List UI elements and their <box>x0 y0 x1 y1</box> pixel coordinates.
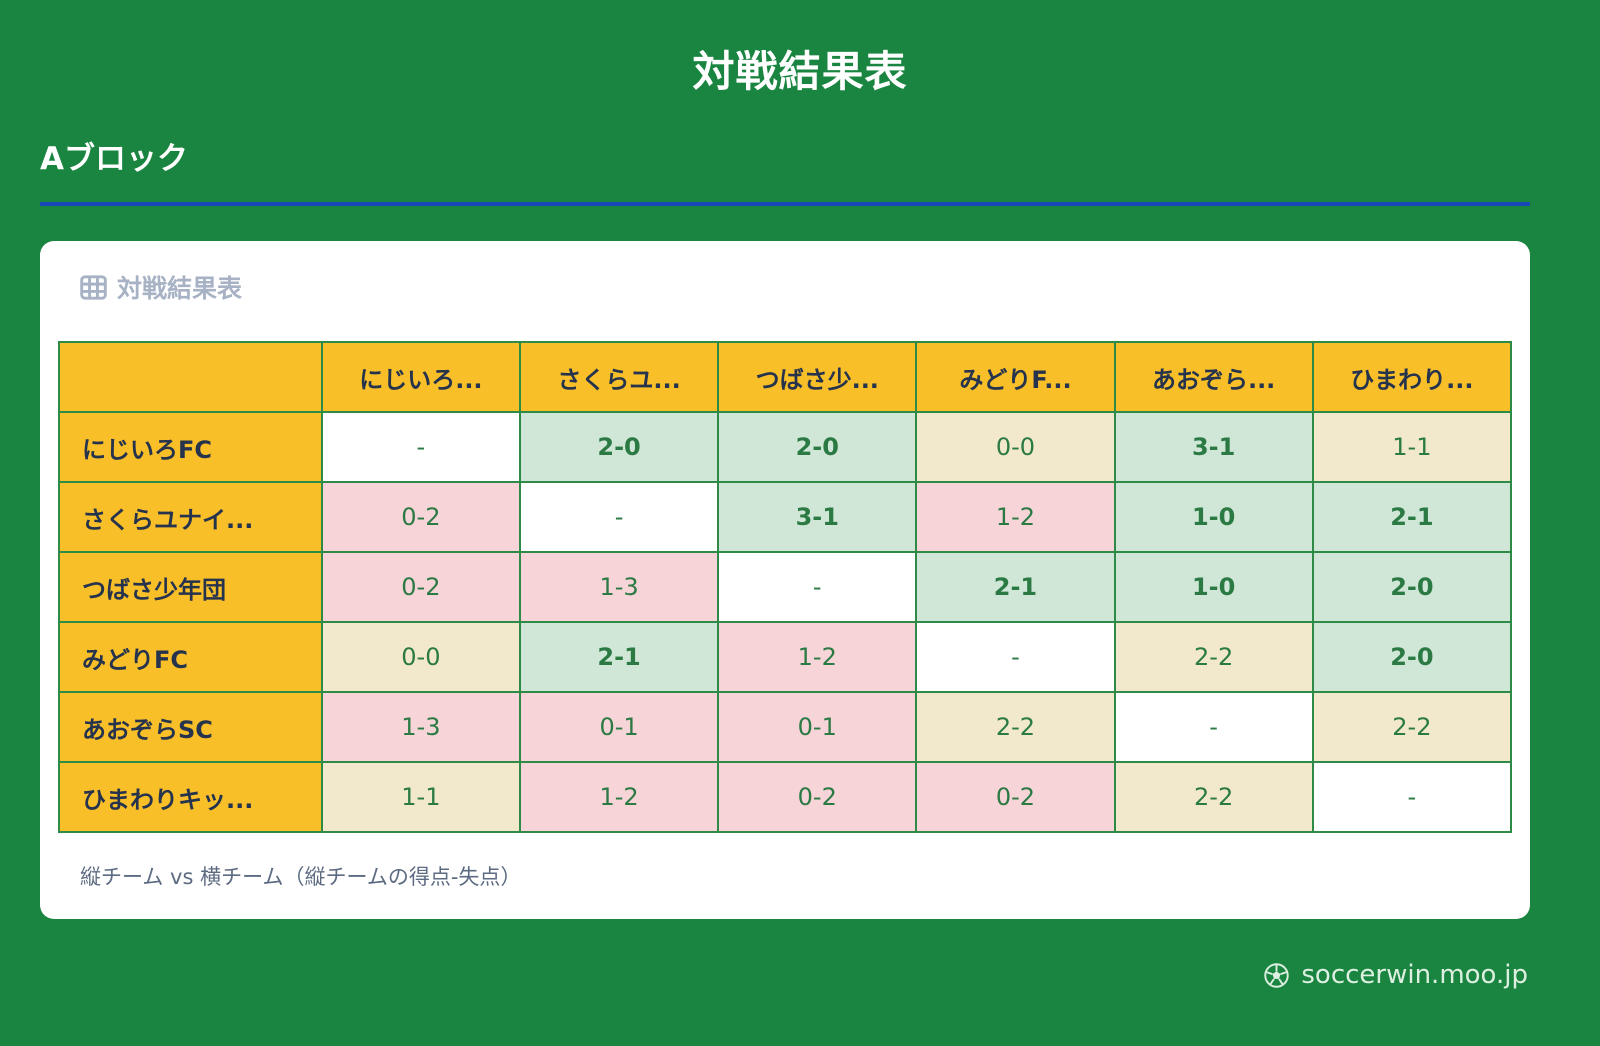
score-cell-loss: 0-2 <box>320 481 521 553</box>
score-cell-loss: 1-2 <box>717 621 918 693</box>
score-cell-self: - <box>1113 691 1314 763</box>
site-footer: soccerwin.moo.jp <box>1263 960 1528 990</box>
page-title: 対戦結果表 <box>692 47 908 96</box>
results-card: 対戦結果表 にじいろ... さくらユ... つばさ少... みどりF... あおぞら..… <box>40 241 1530 919</box>
score-cell-draw: 0-0 <box>320 621 521 693</box>
card-title: 対戦結果表 <box>117 274 243 303</box>
score-cell-draw: 2-2 <box>915 691 1116 763</box>
score-cell-loss: 1-2 <box>915 481 1116 553</box>
results-table: にじいろ... さくらユ... つばさ少... みどりF... あおぞら... ひまわり.… <box>58 341 1513 833</box>
table-row-2: つばさ少年団 0-2 1-3-2-1 1-0 2-0 <box>58 551 1513 623</box>
corner-cell <box>58 341 323 413</box>
row-team-label: みどりFC <box>58 621 323 693</box>
col-header-0: にじいろ... <box>320 341 521 413</box>
score-cell-draw: 2-2 <box>1113 621 1314 693</box>
header-row: にじいろ... さくらユ... つばさ少... みどりF... あおぞら... ひまわり.… <box>58 341 1513 413</box>
score-cell-draw: 0-0 <box>915 411 1116 483</box>
score-cell-self: - <box>320 411 521 483</box>
site-name: soccerwin.moo.jp <box>1301 960 1528 990</box>
score-cell-draw: 2-2 <box>1311 691 1513 763</box>
score-cell-win: 3-1 <box>717 481 918 553</box>
score-cell-win: 1-0 <box>1113 551 1314 623</box>
row-team-label: にじいろFC <box>58 411 323 483</box>
score-cell-self: - <box>1311 761 1513 833</box>
row-team-label: ひまわりキッ... <box>58 761 323 833</box>
col-header-1: さくらユ... <box>518 341 720 413</box>
table-grid-icon <box>80 274 107 300</box>
score-cell-loss: 1-3 <box>320 691 521 763</box>
results-note: 縦チーム vs 横チーム（縦チームの得点-失点） <box>80 865 522 889</box>
score-cell-loss: 0-2 <box>915 761 1116 833</box>
score-cell-loss: 1-3 <box>518 551 720 623</box>
row-team-label: さくらユナイ... <box>58 481 323 553</box>
col-header-4: あおぞら... <box>1113 341 1314 413</box>
score-cell-draw: 1-1 <box>320 761 521 833</box>
block-divider <box>40 202 1530 206</box>
score-cell-self: - <box>518 481 720 553</box>
score-cell-win: 2-0 <box>1311 621 1513 693</box>
score-cell-loss: 1-2 <box>518 761 720 833</box>
col-header-3: みどりF... <box>915 341 1116 413</box>
score-cell-self: - <box>915 621 1116 693</box>
score-cell-draw: 1-1 <box>1311 411 1513 483</box>
score-cell-loss: 0-2 <box>717 761 918 833</box>
row-team-label: つばさ少年団 <box>58 551 323 623</box>
score-cell-draw: 2-2 <box>1113 761 1314 833</box>
table-row-5: ひまわりキッ... 1-1 1-2 0-2 0-2 2-2- <box>58 761 1513 833</box>
table-row-3: みどりFC 0-0 2-1 1-2-2-2 2-0 <box>58 621 1513 693</box>
block-label: Aブロック <box>40 141 188 177</box>
score-cell-win: 2-0 <box>717 411 918 483</box>
col-header-2: つばさ少... <box>717 341 918 413</box>
table-row-4: あおぞらSC 1-3 0-1 0-1 2-2-2-2 <box>58 691 1513 763</box>
score-cell-win: 2-1 <box>915 551 1116 623</box>
col-header-5: ひまわり... <box>1311 341 1513 413</box>
score-cell-win: 2-0 <box>518 411 720 483</box>
score-cell-win: 3-1 <box>1113 411 1314 483</box>
score-cell-loss: 0-2 <box>320 551 521 623</box>
score-cell-self: - <box>717 551 918 623</box>
score-cell-win: 2-1 <box>1311 481 1513 553</box>
card-header: 対戦結果表 <box>80 269 1512 305</box>
score-cell-loss: 0-1 <box>518 691 720 763</box>
score-cell-win: 1-0 <box>1113 481 1314 553</box>
score-cell-win: 2-0 <box>1311 551 1513 623</box>
table-row-0: にじいろFC -2-0 2-0 0-0 3-1 1-1 <box>58 411 1513 483</box>
score-cell-loss: 0-1 <box>717 691 918 763</box>
soccer-ball-icon <box>1263 962 1290 989</box>
table-row-1: さくらユナイ... 0-2-3-1 1-2 1-0 2-1 <box>58 481 1513 553</box>
row-team-label: あおぞらSC <box>58 691 323 763</box>
score-cell-win: 2-1 <box>518 621 720 693</box>
